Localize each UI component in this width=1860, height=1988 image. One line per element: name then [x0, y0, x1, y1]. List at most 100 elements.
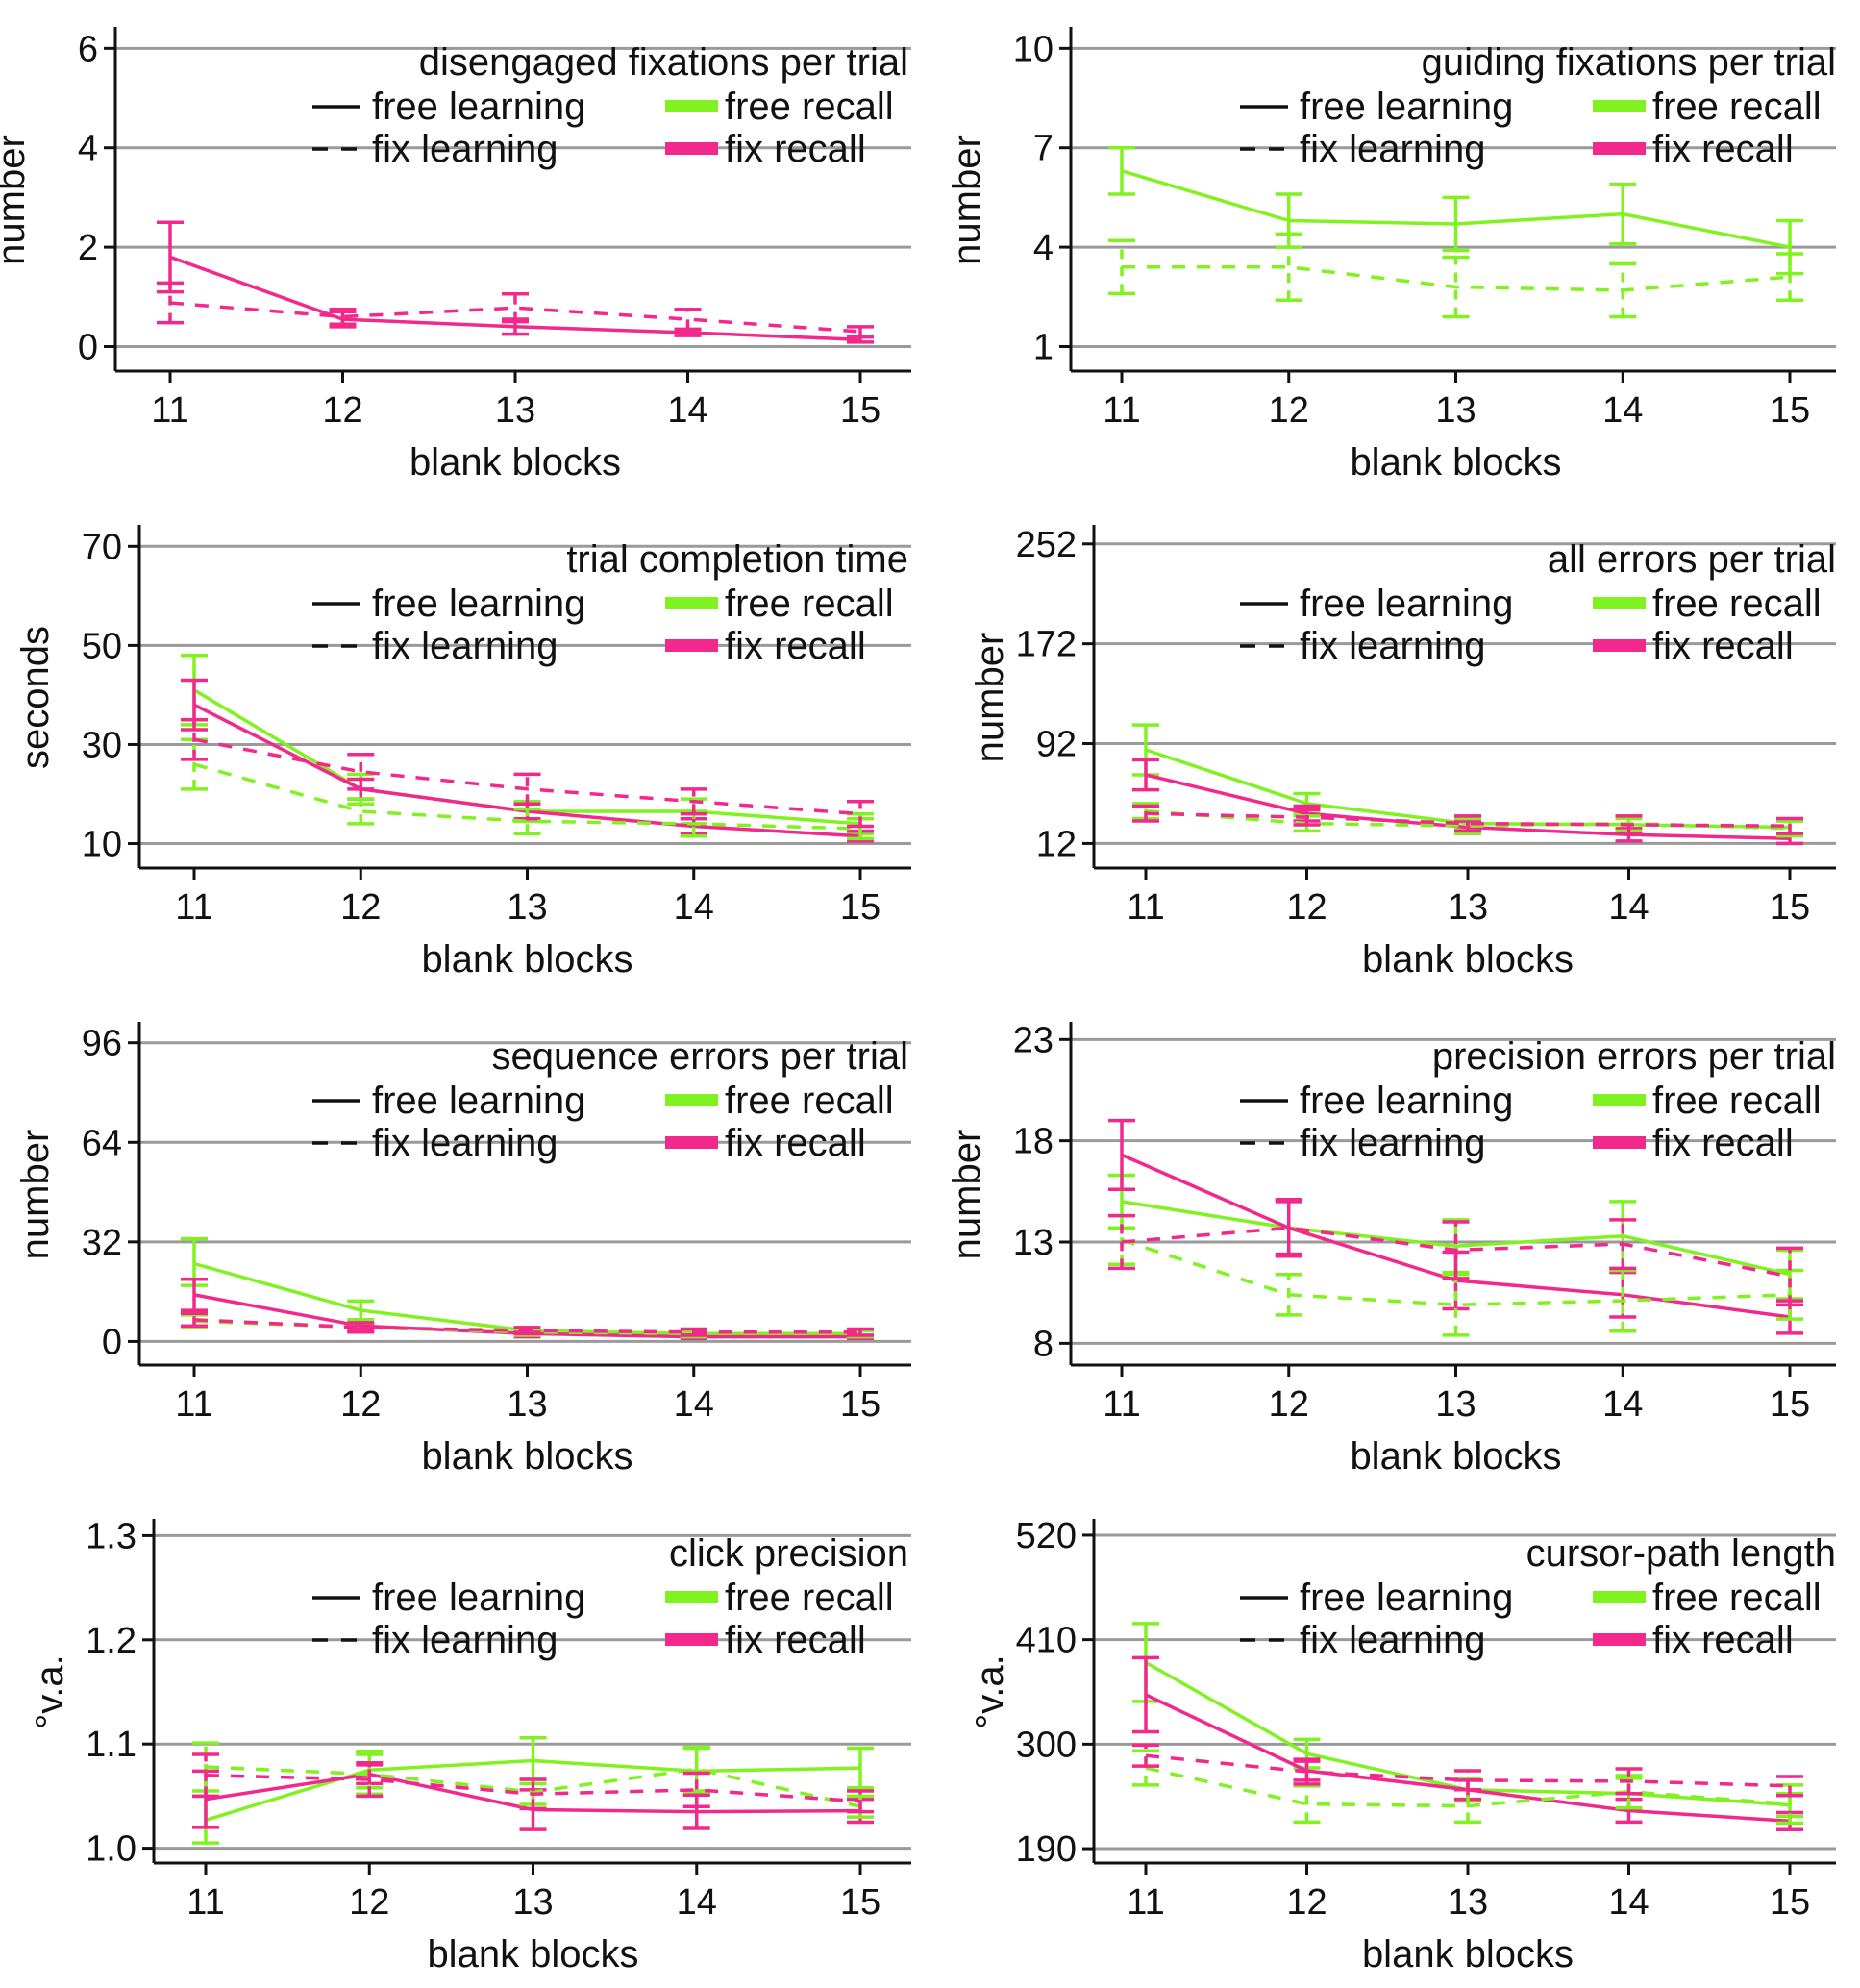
y-tick-label: 8: [1033, 1324, 1054, 1364]
legend-swatch-free-recall: [665, 1094, 718, 1106]
error-bar: [181, 1277, 208, 1312]
legend-label-free-learning: free learning: [372, 1080, 585, 1122]
x-tick-label: 14: [674, 1384, 714, 1425]
error-bar: [1293, 808, 1321, 827]
legend-label-fix-recall: fix recall: [1652, 1619, 1794, 1661]
y-tick-label: 0: [102, 1322, 122, 1362]
error-bar: [1108, 145, 1135, 196]
legend-label-free-learning: free learning: [1300, 86, 1513, 128]
x-tick-label: 15: [840, 390, 880, 431]
x-tick-label: 12: [340, 1384, 381, 1425]
panel-trial-completion-time: 10 30 50 70 11 12 13 14 15 blank blocks seconds tri…: [14, 525, 911, 981]
series-fix-learning-fix-recall: [181, 717, 874, 829]
error-bar: [1275, 1198, 1302, 1258]
error-bar: [680, 1327, 707, 1337]
error-bar: [1132, 1749, 1159, 1787]
series-fix-learning-fix-recall: [192, 1752, 874, 1814]
error-bar: [1108, 238, 1135, 296]
x-axis-title: blank blocks: [421, 938, 632, 981]
series-free-learning-fix-recall: [157, 220, 874, 344]
legend-label-fix-recall: fix recall: [1652, 128, 1794, 170]
x-tick-label: 11: [1103, 1384, 1140, 1425]
legend-swatch-fix-recall: [1593, 639, 1646, 652]
legend-label-fix-recall: fix recall: [725, 1122, 866, 1164]
y-tick-label: 172: [1016, 625, 1077, 665]
legend-swatch-fix-recall: [665, 639, 718, 652]
y-tick-label: 13: [1013, 1223, 1054, 1263]
series-fix-learning-fix-recall: [181, 1311, 874, 1337]
y-tick-label: 252: [1016, 525, 1077, 565]
x-tick-label: 11: [175, 1384, 212, 1425]
y-tick-label: 1.2: [86, 1621, 136, 1661]
error-bar: [680, 787, 707, 816]
x-tick-label: 14: [1608, 1882, 1649, 1923]
panel-title: disengaged fixations per trial: [419, 41, 908, 84]
panel-cursor-path-length: 190 300 410 520 11 12 13 14 15 blank blocks °v.a. c…: [969, 1516, 1836, 1976]
x-axis-title: blank blocks: [1362, 1933, 1574, 1976]
x-tick-label: 13: [1435, 390, 1476, 431]
legend-label-free-learning: free learning: [1300, 1577, 1513, 1619]
legend-label-free-learning: free learning: [372, 583, 585, 625]
x-axis-title: blank blocks: [1350, 441, 1561, 484]
x-tick-label: 14: [1602, 390, 1643, 431]
y-tick-label: 23: [1013, 1020, 1054, 1060]
error-bar: [513, 1326, 541, 1336]
error-bar: [157, 281, 184, 325]
x-tick-label: 15: [1770, 1882, 1810, 1923]
error-bar: [1454, 1769, 1481, 1792]
y-tick-label: 96: [82, 1024, 122, 1064]
y-tick-label: 2: [78, 228, 98, 268]
legend-label-fix-recall: fix recall: [1652, 625, 1794, 667]
error-bar: [1609, 1218, 1637, 1271]
x-tick-label: 13: [1435, 1384, 1476, 1425]
x-axis-title: blank blocks: [409, 441, 621, 484]
error-bar: [356, 1760, 384, 1799]
panel-click-precision: 1.0 1.1 1.2 1.3 11 12 13 14 15 blank blocks °v.a. c…: [29, 1516, 911, 1976]
x-tick-label: 12: [1286, 887, 1327, 928]
legend-swatch-free-recall: [665, 100, 718, 112]
error-bar: [347, 797, 375, 826]
legend-label-fix-learning: fix learning: [372, 625, 558, 667]
legend-label-fix-learning: fix learning: [372, 1122, 558, 1164]
error-bar: [1609, 182, 1637, 246]
error-bar: [674, 307, 702, 332]
error-bar: [1442, 1220, 1470, 1280]
x-tick-label: 11: [1103, 390, 1140, 431]
error-bar: [1609, 261, 1637, 319]
legend-label-fix-recall: fix recall: [1652, 1122, 1794, 1164]
series-fix-learning-fix-recall: [1108, 1198, 1803, 1307]
x-tick-label: 12: [1269, 390, 1309, 431]
series-line: [169, 301, 861, 334]
error-bar: [1609, 1268, 1637, 1333]
error-bar: [847, 325, 874, 338]
x-tick-label: 11: [175, 887, 212, 928]
legend-swatch-fix-recall: [1593, 1136, 1646, 1149]
panel-title: precision errors per trial: [1432, 1035, 1836, 1078]
legend-swatch-free-recall: [665, 1591, 718, 1603]
y-axis-title: number: [0, 135, 33, 265]
x-tick-label: 14: [1602, 1384, 1643, 1425]
y-tick-label: 300: [1016, 1725, 1077, 1765]
y-axis-title: seconds: [14, 626, 57, 769]
x-axis-title: blank blocks: [427, 1933, 638, 1976]
legend-label-fix-learning: fix learning: [1300, 625, 1485, 667]
error-bar: [847, 1789, 874, 1814]
x-axis-title: blank blocks: [1362, 938, 1574, 981]
x-tick-label: 15: [840, 1384, 880, 1425]
x-tick-label: 15: [1770, 887, 1810, 928]
y-tick-label: 30: [82, 725, 122, 765]
series-fix-learning-fix-recall: [1132, 1743, 1803, 1798]
x-tick-label: 14: [1608, 887, 1649, 928]
y-tick-label: 92: [1036, 725, 1077, 765]
error-bar: [1108, 1213, 1135, 1271]
y-tick-label: 10: [82, 825, 122, 865]
x-tick-label: 14: [674, 887, 714, 928]
legend-label-free-recall: free recall: [725, 1080, 894, 1122]
error-bar: [1132, 1743, 1159, 1768]
error-bar: [1615, 814, 1643, 835]
